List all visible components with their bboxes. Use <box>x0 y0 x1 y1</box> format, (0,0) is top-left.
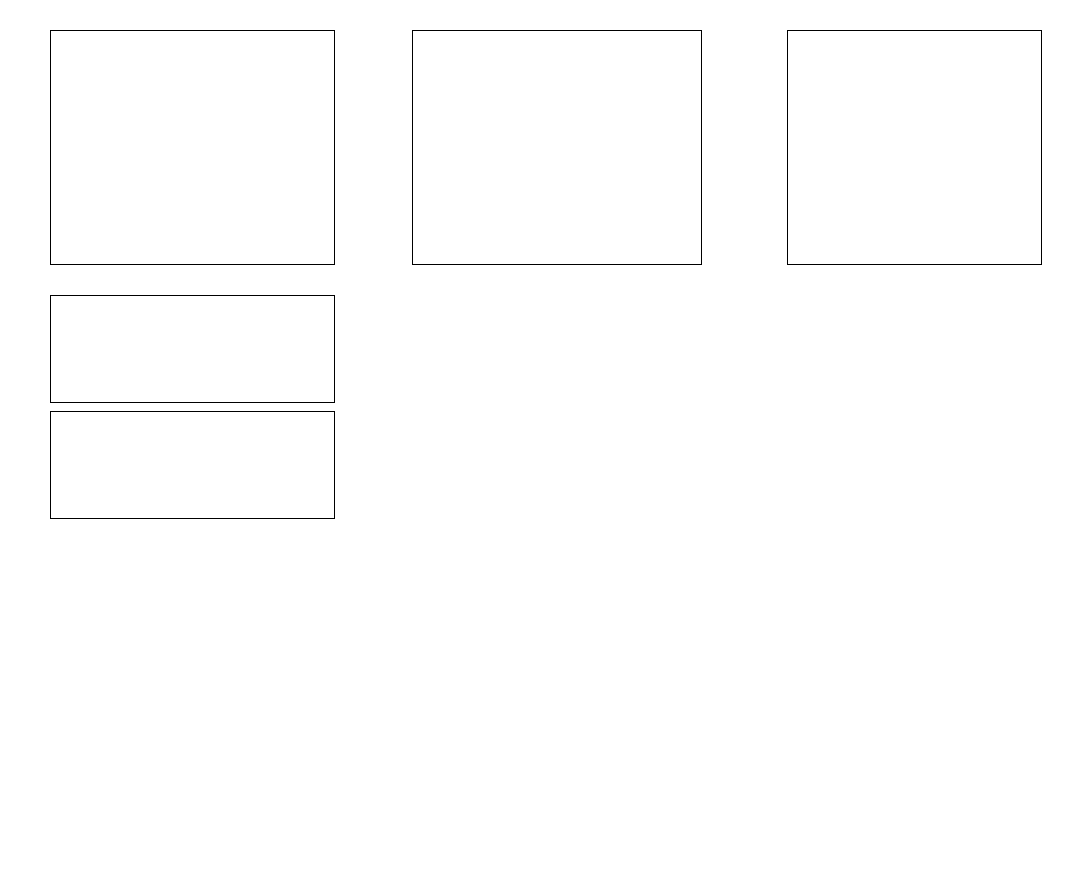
figure-grid <box>12 12 1068 806</box>
panel-d-top-svg <box>51 296 336 404</box>
panel-f-svg <box>372 283 1072 803</box>
panel-a-svg <box>51 31 336 266</box>
panel-c-svg <box>788 31 1043 266</box>
panel-d-e <box>12 277 357 806</box>
panel-c-chart <box>787 30 1042 265</box>
panel-b-chart <box>412 30 702 265</box>
panel-c <box>742 12 1080 267</box>
panel-d-top-chart <box>50 295 335 403</box>
panel-b <box>372 12 727 267</box>
panel-b-svg <box>413 31 703 266</box>
panel-e-svg <box>12 534 347 764</box>
panel-d-bot-svg <box>51 412 336 520</box>
panel-f <box>372 277 1080 806</box>
panel-d-bot-chart <box>50 411 335 519</box>
panel-a <box>12 12 357 267</box>
panel-a-chart <box>50 30 335 265</box>
